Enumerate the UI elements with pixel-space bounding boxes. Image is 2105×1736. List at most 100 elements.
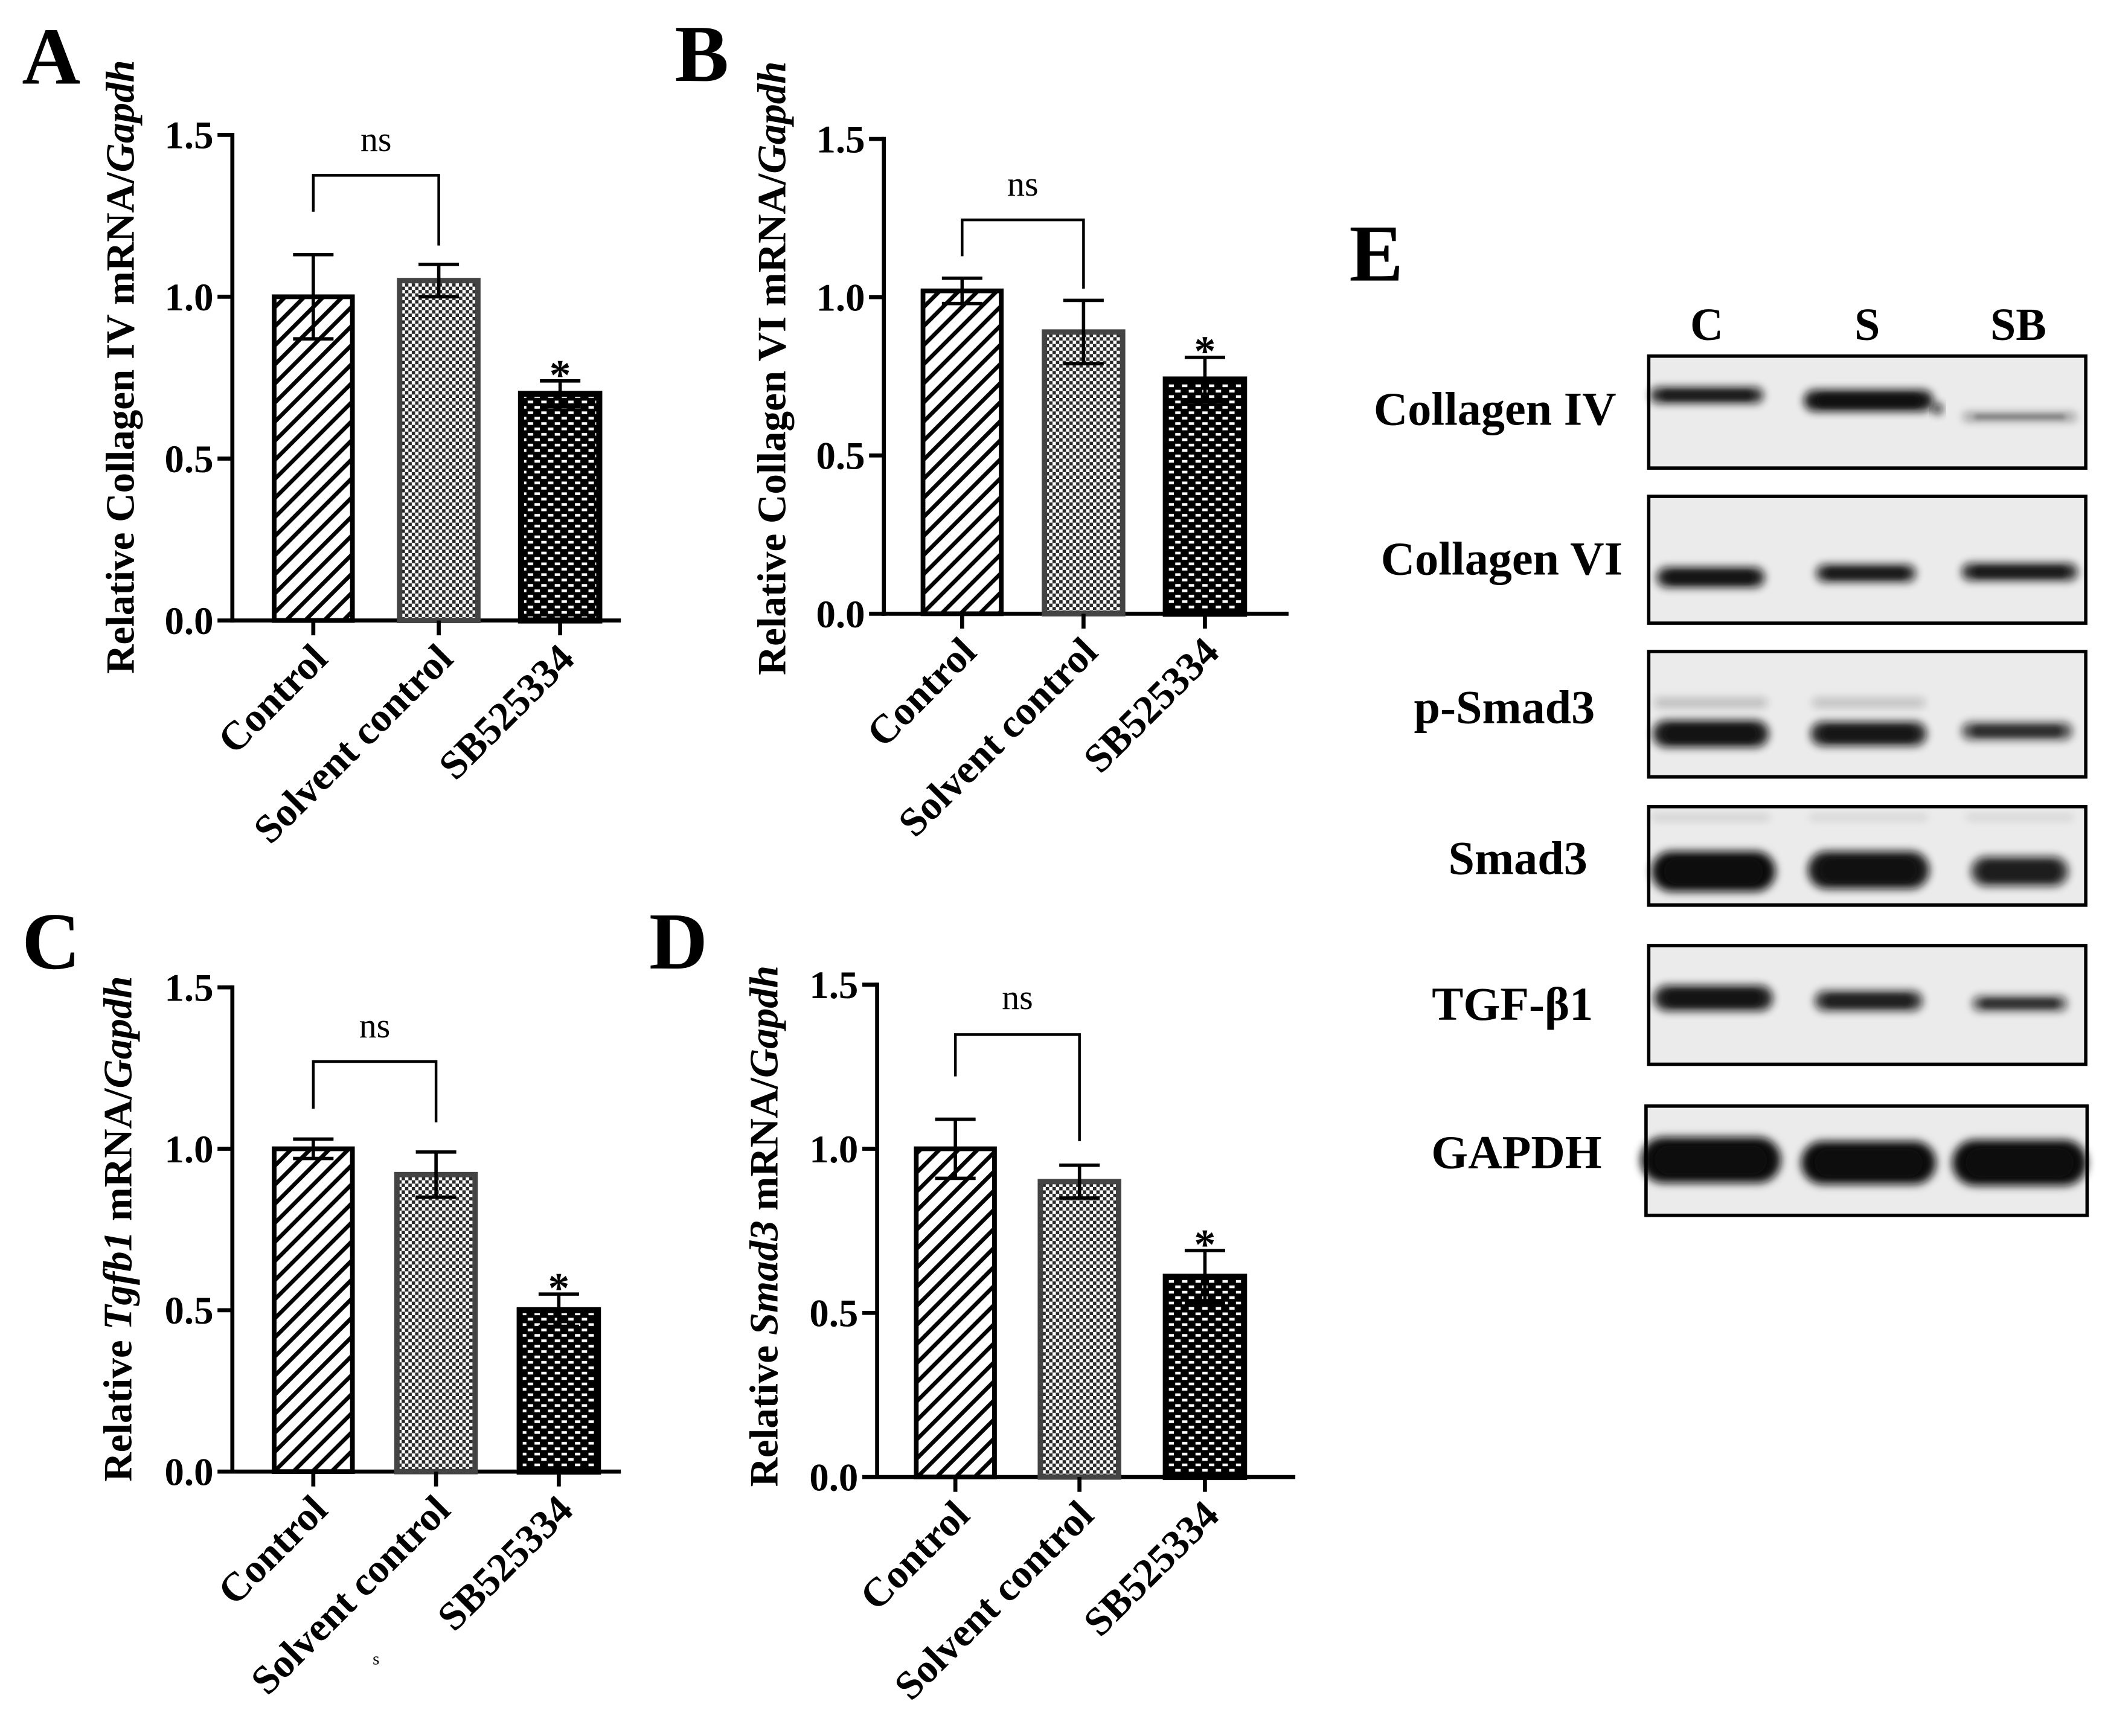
- blot-faint-band: [1812, 698, 1926, 708]
- y-axis-label-part: Relative: [742, 1335, 786, 1487]
- blot-faint-band: [1809, 815, 1928, 821]
- blot-membrane: [1648, 651, 2086, 777]
- x-tick-label: Control: [210, 636, 336, 762]
- blot-faint-band: [1966, 815, 2074, 821]
- blot-band-core: [1664, 725, 1757, 743]
- x-tick-label: Control: [851, 1492, 978, 1618]
- blot-frame: [1647, 650, 2087, 779]
- blot-band-core: [1667, 571, 1754, 584]
- blot-lane-label: S: [1854, 299, 1880, 350]
- error-bar: [1059, 1163, 1100, 1200]
- error-bar: [1184, 356, 1225, 403]
- y-axis-label-part: mRNA/: [95, 1087, 140, 1231]
- y-tick-label: 1.0: [809, 1128, 858, 1171]
- blot-band-core: [1815, 1148, 1923, 1177]
- blot-band-core: [1816, 394, 1921, 408]
- blot-row-label: GAPDH: [1431, 1126, 1601, 1179]
- error-bar: [935, 1117, 976, 1180]
- blot-frame: [1647, 805, 2087, 907]
- blot-band-core: [1825, 568, 1906, 579]
- blot-band-core: [1972, 725, 2062, 737]
- chart-panel-a: A Relative Collagen IV mRNA/Gapdh 0.0 0.5 1.…: [22, 12, 621, 852]
- bar: [920, 288, 1004, 617]
- blot-row-label: Collagen VI: [1381, 533, 1623, 585]
- blot-row-label: Collagen IV: [1374, 383, 1616, 435]
- error-bar: [415, 1150, 457, 1199]
- significance-label: ns: [359, 1006, 391, 1045]
- bar: [1162, 1273, 1248, 1481]
- blot-band-core: [1974, 414, 2065, 420]
- significance-bracket: [961, 218, 1085, 289]
- blot-row: Collagen VI: [1381, 495, 2087, 625]
- y-axis-label-part: Gapdh: [98, 60, 143, 172]
- chart-panel-d: D Relative Smad3 mRNA/Gapdh 0.0 0.5 1.0 1.5 Co…: [649, 897, 1296, 1708]
- blot-row: Collagen IV: [1374, 354, 2087, 470]
- blot-faint-band: [1932, 403, 1943, 414]
- panel-label: D: [649, 897, 708, 986]
- x-tick-label: SB525334: [1075, 1492, 1227, 1644]
- bar: [517, 391, 603, 624]
- blot-band-core: [1982, 999, 2058, 1008]
- blot-band-core: [1664, 858, 1763, 885]
- blot-membrane: [1648, 496, 2086, 624]
- blot-band-core: [1822, 726, 1915, 742]
- y-axis-label-part: mRNA/: [742, 1077, 786, 1221]
- x-tick-label: Control: [210, 1487, 336, 1613]
- significance-star: *: [549, 351, 571, 399]
- y-axis-label-part: Relative Collagen VI mRNA/: [750, 173, 795, 675]
- significance-label: ns: [1002, 978, 1033, 1017]
- significance-star: *: [548, 1264, 570, 1312]
- bar: [516, 1307, 601, 1475]
- error-bar: [418, 263, 460, 299]
- y-axis-label-part: Gapdh: [750, 61, 795, 173]
- y-tick-label: 1.0: [165, 1128, 214, 1171]
- y-tick-label: 0.5: [816, 435, 865, 478]
- significance-bracket: [312, 174, 440, 246]
- blot-row: GAPDH: [1431, 1104, 2089, 1217]
- y-axis-label-part: Gapdh: [95, 976, 140, 1088]
- blot-band-core: [1966, 1148, 2074, 1177]
- bar: [1042, 329, 1126, 617]
- y-axis-label: Relative Tgfb1 mRNA/Gapdh: [95, 976, 140, 1481]
- blot-lane-label: SB: [1990, 299, 2046, 350]
- x-tick-label: Control: [858, 629, 984, 755]
- x-tick-label: SB525334: [429, 1487, 581, 1639]
- y-tick-label: 1.5: [816, 118, 865, 161]
- blot-faint-band: [1651, 815, 1770, 821]
- blot-row-label: Smad3: [1449, 832, 1588, 885]
- blot-band-core: [1661, 389, 1752, 401]
- blot-band-core: [1665, 990, 1761, 1007]
- bar: [397, 278, 481, 624]
- blot-frame: [1647, 354, 2087, 470]
- y-tick-label: 1.5: [809, 964, 858, 1007]
- blot-frame: [1647, 944, 2087, 1066]
- blot-band-core: [1820, 857, 1917, 882]
- blot-band-core: [1655, 1145, 1767, 1175]
- y-tick-label: 1.0: [816, 277, 865, 320]
- bar: [914, 1146, 997, 1480]
- blot-frame: [1647, 495, 2087, 625]
- y-tick-label: 1.0: [165, 276, 214, 319]
- blot-band-core: [1973, 566, 2066, 578]
- error-bar: [941, 276, 982, 306]
- error-bar: [293, 1137, 334, 1161]
- blot-faint-band: [1654, 698, 1767, 708]
- chart-panel-b: B Relative Collagen VI mRNA/Gapdh 0.0 0.5 1.…: [675, 9, 1289, 845]
- blot-row: TGF-β1: [1432, 944, 2087, 1066]
- blot-band-core: [1981, 862, 2059, 881]
- y-tick-label: 0.0: [816, 593, 865, 636]
- y-tick-label: 0.0: [165, 1450, 214, 1494]
- y-axis-label-part: Gapdh: [742, 966, 786, 1078]
- error-bar: [293, 252, 334, 341]
- y-axis-label: Relative Collagen IV mRNA/Gapdh: [98, 60, 143, 674]
- bar: [1162, 376, 1248, 617]
- western-blot-panel: E C S SB Collagen IV Collagen VI p-Smad3 Smad3 T…: [1349, 209, 2089, 1217]
- significance-label: ns: [1007, 164, 1039, 203]
- y-axis-label-part: Relative Collagen IV mRNA/: [98, 171, 143, 674]
- error-bar: [1063, 298, 1104, 366]
- significance-bracket: [312, 1060, 438, 1123]
- blot-membrane: [1648, 356, 2086, 469]
- y-axis-label: Relative Collagen VI mRNA/Gapdh: [750, 61, 795, 675]
